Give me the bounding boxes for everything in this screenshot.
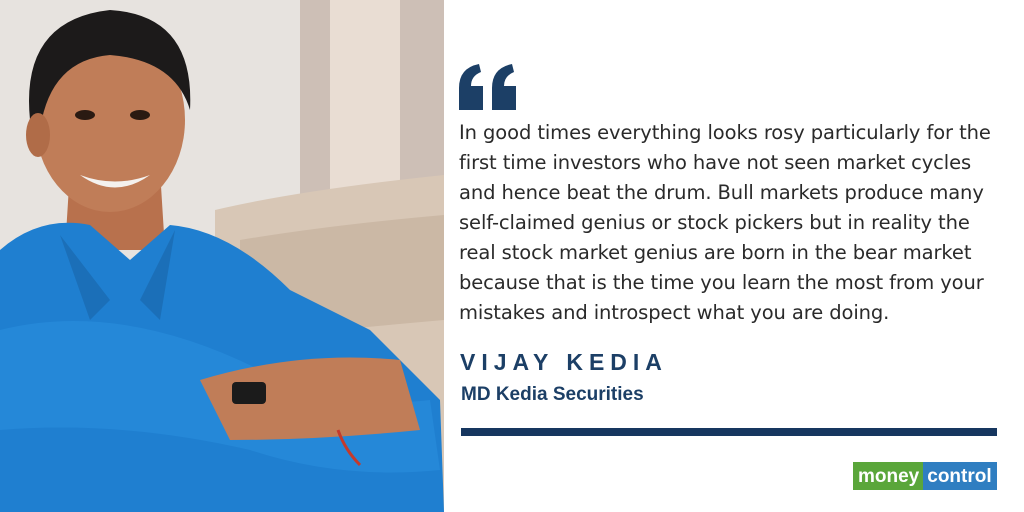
logo-control-part: control — [923, 462, 997, 490]
author-name: VIJAY KEDIA — [460, 349, 668, 375]
quote-mark-icon — [459, 64, 516, 110]
quote-line: real stock market genius are born in the… — [459, 241, 972, 264]
quote-line: first time investors who have not seen m… — [459, 151, 972, 174]
quote-line: self-claimed genius or stock pickers but… — [459, 211, 970, 234]
moneycontrol-logo: money control — [853, 462, 997, 490]
quote-line: mistakes and introspect what you are doi… — [459, 301, 890, 324]
quote-line: and hence beat the drum. Bull markets pr… — [459, 181, 984, 204]
quote-line: In good times everything looks rosy part… — [459, 121, 991, 144]
author-title: MD Kedia Securities — [461, 384, 644, 405]
divider — [461, 428, 997, 436]
quote-line: because that is the time you learn the m… — [459, 271, 984, 294]
portrait-photo — [0, 0, 444, 512]
logo-money-part: money — [853, 462, 924, 490]
quote-text: In good times everything looks rosy part… — [459, 118, 1014, 328]
